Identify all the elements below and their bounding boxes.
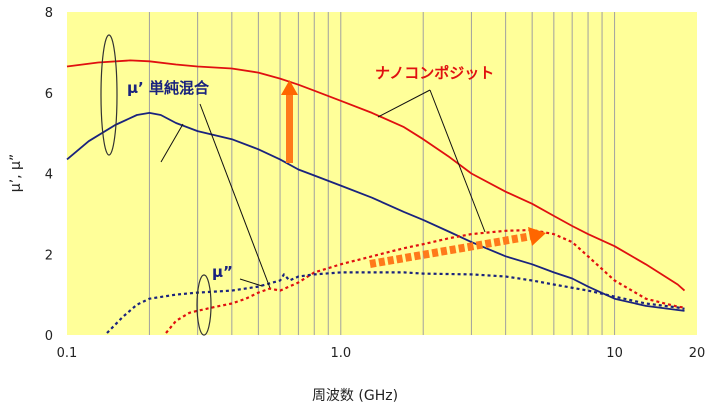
leader-line (377, 89, 431, 118)
x-tick-labels: 0.1 1.0 10 20 (57, 346, 706, 361)
leader-line (429, 89, 486, 233)
leader-line (239, 278, 263, 287)
annotation-mu-double-prime: μ” (212, 263, 233, 281)
y-tick-label: 2 (45, 248, 53, 263)
series-line-3 (165, 228, 685, 334)
series-line-2 (66, 112, 685, 312)
y-tick-label: 0 (45, 329, 53, 344)
series-line-4 (106, 271, 685, 334)
annotation-mu-prime-simple-mix: μ’ 単純混合 (127, 79, 210, 97)
y-tick-label: 4 (45, 168, 53, 183)
orange-up-arrow (286, 93, 293, 163)
x-tick-label: 1.0 (330, 346, 351, 361)
y-tick-label: 8 (45, 6, 53, 21)
x-tick-label: 20 (689, 346, 706, 361)
annotation-nanocomposite: ナノコンポジット (375, 64, 494, 82)
leader-line (199, 103, 271, 289)
series-line-1 (66, 59, 686, 292)
y-tick-labels: 0 2 4 6 8 (45, 6, 53, 344)
y-tick-label: 6 (45, 87, 53, 102)
mu-double-prime-ellipse (196, 274, 212, 336)
plot-area (67, 12, 697, 335)
mu-prime-ellipse (100, 34, 118, 156)
orange-dotted-arrowhead (528, 227, 546, 246)
leader-line (160, 123, 184, 163)
series-lines (66, 59, 686, 334)
x-tick-label: 10 (606, 346, 623, 361)
orange-up-arrowhead (281, 80, 298, 95)
y-axis-title: μ’, μ” (8, 154, 24, 192)
x-tick-label: 0.1 (57, 346, 78, 361)
x-axis-title: 周波数 (GHz) (312, 388, 398, 404)
orange-dotted-arrow (369, 232, 533, 268)
